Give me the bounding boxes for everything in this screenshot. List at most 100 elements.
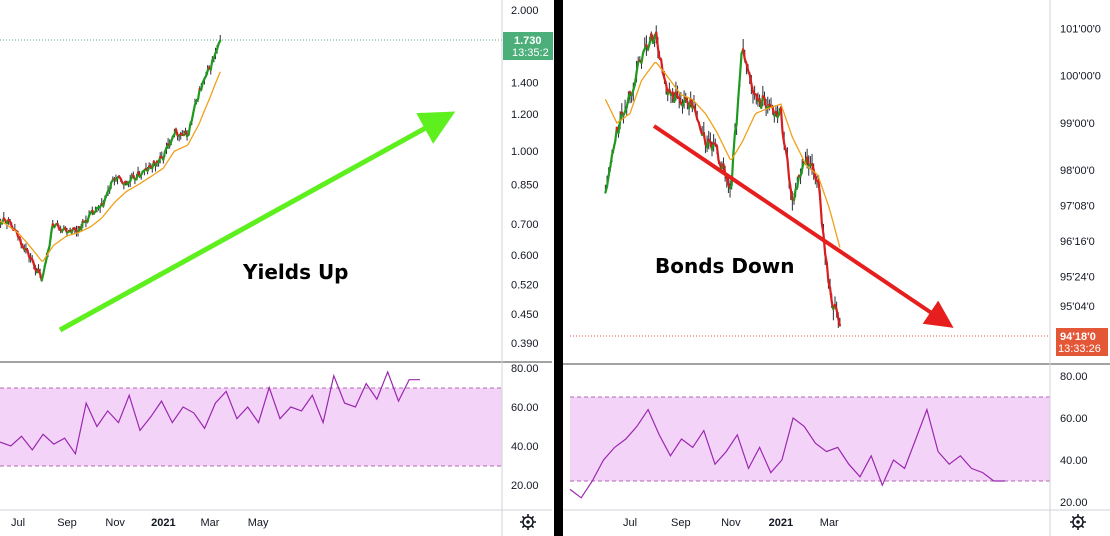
yields-last-value-tag: 1.730 13:35:2: [503, 32, 553, 60]
L-rsi-tick-label: 40.00: [511, 441, 539, 453]
R-trend-segment: [715, 144, 720, 162]
R-y-tick-label: 101'00'0: [1060, 24, 1101, 36]
bonds-last-time: 13:33:26: [1058, 343, 1101, 355]
yields-trend-arrow: [58, 111, 456, 333]
L-y-tick-label: 1.200: [511, 109, 539, 121]
R-trend-segment: [633, 71, 638, 86]
R-x-tick-label: Nov: [721, 517, 741, 529]
L-rsi-tick-label: 60.00: [511, 402, 539, 414]
R-trend-segment: [819, 198, 823, 225]
R-trend-segment: [787, 177, 792, 191]
yields-last-time: 13:35:2: [512, 47, 549, 59]
R-x-tick-label: Jul: [623, 517, 637, 529]
R-trend-segment: [784, 148, 789, 161]
L-x-tick-label: 2021: [151, 517, 175, 529]
R-trend-segment: [822, 233, 827, 256]
R-trend-segment: [655, 31, 659, 49]
L-trend-segment: [43, 258, 48, 267]
R-y-tick-label: 95'04'0: [1060, 301, 1095, 313]
R-x-tick-label: 2021: [769, 517, 793, 529]
R-trend-segment: [796, 174, 801, 189]
R-y-tick-label: 98'00'0: [1060, 165, 1095, 177]
L-x-tick-label: Mar: [200, 517, 219, 529]
R-trend-segment: [617, 119, 622, 134]
L-rsi-tick-label: 80.00: [511, 363, 539, 375]
R-trend-segment: [835, 308, 840, 320]
L-y-tick-label: 0.390: [511, 338, 539, 350]
R-trend-segment: [763, 96, 768, 110]
L-y-tick-label: 0.600: [511, 250, 539, 262]
R-trend-segment: [828, 286, 833, 303]
L-y-tick-label: 0.450: [511, 309, 539, 321]
L-x-tick-label: Sep: [57, 517, 77, 529]
L-trend-segment: [102, 198, 107, 208]
L-trend-segment: [192, 103, 197, 114]
R-y-tick-label: 97'08'0: [1060, 201, 1095, 213]
R-trend-segment: [783, 142, 787, 152]
R-y-tick-label: 100'00'0: [1060, 71, 1101, 83]
R-rsi-tick-label: 60.00: [1060, 413, 1088, 425]
bonds-last-value-tag: 94'18'0 13:33:26: [1056, 328, 1108, 356]
L-trend-segment: [209, 59, 214, 71]
R-trend-segment: [607, 165, 612, 177]
R-trend-segment: [702, 131, 707, 146]
bonds-chart-panel: Bonds Down 101'00'0 100'00'0 99'00'0 98'00'…: [563, 0, 1110, 536]
L-trend-segment: [197, 87, 201, 101]
L-moving-average-line: [0, 71, 221, 262]
L-x-tick-label: Jul: [11, 517, 25, 529]
R-trend-segment: [640, 51, 645, 65]
R-trend-segment: [781, 130, 786, 145]
yields-annotation: Yields Up: [242, 260, 349, 284]
R-trend-segment: [786, 157, 791, 180]
panel-divider: [554, 0, 563, 536]
L-trend-segment: [18, 236, 23, 246]
R-trend-segment: [732, 131, 737, 157]
L-y-tick-label: 0.700: [511, 219, 539, 231]
L-trend-segment: [187, 123, 192, 136]
L-rsi-tick-label: 20.00: [511, 480, 539, 492]
L-x-tick-label: Nov: [105, 517, 125, 529]
yields-rsi-band: [0, 388, 502, 466]
R-trend-segment: [750, 82, 755, 94]
R-trend-segment: [745, 62, 750, 72]
L-trend-segment: [162, 150, 167, 161]
R-trend-segment: [817, 180, 822, 201]
R-trend-segment: [760, 95, 764, 109]
R-x-tick-label: Sep: [671, 517, 691, 529]
R-trend-segment: [824, 253, 828, 264]
R-moving-average-line: [604, 61, 841, 248]
R-rsi-tick-label: 40.00: [1060, 455, 1088, 467]
R-trend-segment: [605, 174, 610, 188]
R-trend-segment: [725, 176, 730, 186]
bonds-rsi-band: [570, 397, 1050, 481]
L-trend-segment: [42, 264, 46, 276]
L-y-tick-label: 1.000: [511, 146, 539, 158]
R-trend-segment: [742, 48, 746, 61]
L-trend-segment: [48, 231, 53, 247]
L-trend-segment: [40, 272, 45, 282]
R-trend-segment: [792, 188, 797, 202]
R-trend-segment: [656, 46, 661, 60]
R-y-tick-label: 96'16'0: [1060, 236, 1095, 248]
R-trend-segment: [799, 167, 804, 178]
R-trend-segment: [733, 122, 738, 134]
R-trend-segment: [837, 317, 842, 327]
R-rsi-tick-label: 80.00: [1060, 371, 1088, 383]
R-y-tick-label: 95'24'0: [1060, 272, 1095, 284]
R-trend-segment: [738, 52, 743, 79]
L-trend-segment: [200, 81, 204, 91]
bonds-annotation: Bonds Down: [655, 254, 794, 278]
R-trend-segment: [635, 60, 640, 74]
L-y-tick-label: 2.000: [511, 5, 539, 17]
L-trend-segment: [190, 111, 195, 122]
R-trend-segment: [825, 261, 830, 284]
R-trend-segment: [779, 106, 784, 134]
bonds-settings-gear-icon[interactable]: [1070, 514, 1086, 530]
bonds-trend-arrow: [652, 124, 954, 328]
yields-settings-gear-icon[interactable]: [520, 514, 536, 530]
L-trend-segment: [108, 181, 113, 192]
yields-chart-panel: Yields Up 2.000 1.400 1.200 1.000 0.850 0.700…: [0, 0, 553, 536]
R-y-tick-label: 99'00'0: [1060, 118, 1095, 130]
R-trend-segment: [735, 97, 740, 126]
